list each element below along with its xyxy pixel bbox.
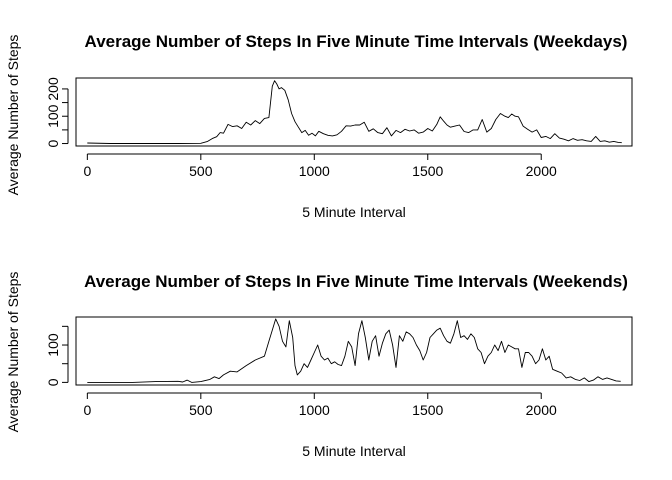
- x-axis-label: 5 Minute Interval: [302, 204, 406, 220]
- plot-frame: [75, 316, 633, 386]
- y-axis-label: Average Number of Steps: [5, 272, 21, 433]
- x-tick-label: 0: [83, 402, 91, 418]
- y-axis-label: Average Number of Steps: [5, 35, 21, 196]
- x-tick-label: 1000: [299, 163, 330, 179]
- x-axis: 0 500 1000 1500 2000: [83, 153, 557, 179]
- x-tick-label: 500: [189, 402, 213, 418]
- x-tick-label: 1500: [412, 402, 443, 418]
- y-axis: 0 100: [45, 325, 69, 386]
- series-line: [87, 318, 621, 383]
- x-tick-label: 500: [189, 163, 213, 179]
- y-tick-label: 100: [45, 333, 61, 357]
- y-tick-label: 200: [45, 77, 61, 101]
- x-axis-label: 5 Minute Interval: [302, 443, 406, 459]
- series-line: [87, 80, 622, 144]
- y-tick-label: 0: [45, 139, 61, 147]
- x-tick-label: 1000: [299, 402, 330, 418]
- panel-weekdays: Average Number of Steps In Five Minute T…: [5, 32, 633, 220]
- x-tick-label: 1500: [412, 163, 443, 179]
- x-axis: 0 500 1000 1500 2000: [83, 392, 557, 418]
- y-tick-label: 0: [45, 378, 61, 386]
- y-axis: 0 100 200: [45, 77, 69, 147]
- x-tick-label: 2000: [526, 402, 557, 418]
- plot-frame: [75, 77, 633, 147]
- x-tick-label: 2000: [526, 163, 557, 179]
- chart-title: Average Number of Steps In Five Minute T…: [84, 272, 628, 291]
- panel-weekends: Average Number of Steps In Five Minute T…: [5, 272, 633, 459]
- y-tick-label: 100: [45, 104, 61, 128]
- chart-title: Average Number of Steps In Five Minute T…: [85, 32, 628, 51]
- x-tick-label: 0: [83, 163, 91, 179]
